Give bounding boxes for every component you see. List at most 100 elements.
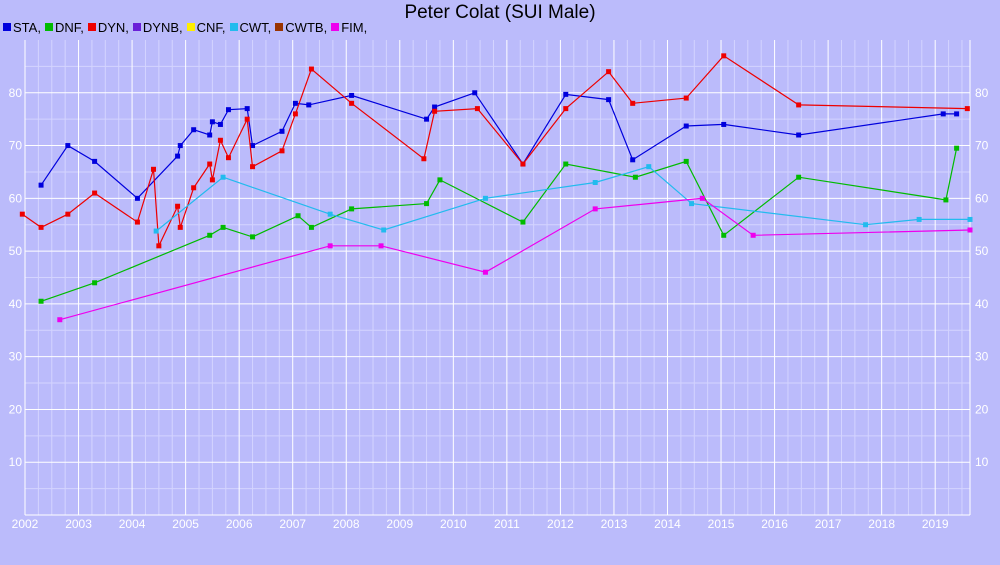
data-point-dnf	[563, 161, 569, 167]
data-point-sta	[606, 97, 612, 103]
y-tick-label-left: 50	[9, 244, 23, 258]
data-point-sta	[279, 128, 285, 134]
data-point-sta	[630, 157, 636, 163]
data-point-sta	[954, 111, 960, 117]
data-point-sta	[225, 107, 231, 113]
grid-lines	[24, 40, 971, 516]
data-point-dyn	[175, 203, 181, 209]
data-point-dyn	[209, 177, 215, 183]
data-point-sta	[796, 132, 802, 138]
data-point-dyn	[432, 108, 438, 114]
data-point-cwt	[153, 228, 159, 234]
data-point-dyn	[150, 166, 156, 172]
x-tick-label: 2019	[922, 517, 949, 531]
y-tick-label-right: 40	[975, 297, 989, 311]
data-point-fim	[967, 227, 973, 233]
data-point-dyn	[292, 111, 298, 117]
data-point-sta	[65, 143, 71, 149]
series-dyn	[19, 53, 970, 249]
legend-label: DYN,	[97, 19, 129, 35]
data-point-sta	[563, 91, 569, 97]
data-point-sta	[38, 182, 44, 188]
legend-swatch	[186, 23, 195, 31]
legend-label: CWTB,	[285, 19, 328, 35]
y-tick-label-right: 70	[975, 139, 989, 153]
data-point-dyn	[563, 106, 569, 112]
y-tick-label-left: 80	[9, 86, 23, 100]
x-tick-label: 2016	[761, 517, 788, 531]
series-cwt	[153, 164, 973, 234]
y-tick-label-left: 30	[9, 350, 23, 364]
y-tick-label-right: 10	[975, 455, 989, 469]
data-point-dnf	[796, 174, 802, 180]
x-tick-label: 2018	[868, 517, 895, 531]
data-point-dyn	[19, 211, 25, 217]
data-point-dyn	[683, 95, 689, 101]
x-tick-label: 2007	[279, 517, 306, 531]
data-point-dyn	[520, 161, 526, 167]
data-point-cwt	[916, 216, 922, 222]
x-tick-label: 2013	[601, 517, 628, 531]
legend-label: CWT,	[239, 19, 272, 35]
data-point-dyn	[308, 66, 314, 72]
x-tick-label: 2010	[440, 517, 467, 531]
y-tick-label-left: 40	[9, 297, 23, 311]
data-point-dyn	[606, 69, 612, 75]
data-point-cwt	[689, 201, 695, 207]
data-point-dnf	[632, 174, 638, 180]
legend-item: FIM,	[331, 20, 367, 35]
data-point-fim	[378, 243, 384, 249]
legend-label: DYNB,	[142, 19, 183, 35]
legend-swatch	[3, 23, 11, 31]
data-point-fim	[57, 317, 63, 323]
legend-item: DYN,	[87, 19, 129, 35]
x-tick-label: 2004	[119, 517, 146, 531]
data-point-dnf	[683, 158, 689, 164]
data-point-cwt	[482, 195, 488, 201]
data-point-cwt	[646, 164, 652, 170]
legend-item: DYNB,	[132, 19, 183, 35]
data-point-sta	[292, 100, 298, 106]
data-point-dnf	[92, 280, 98, 286]
data-point-dnf	[38, 298, 44, 304]
legend-item: CNF,	[186, 20, 226, 35]
data-point-sta	[472, 90, 478, 96]
data-point-sta	[217, 121, 223, 127]
data-point-dyn	[156, 243, 162, 249]
series-line-fim	[59, 197, 971, 321]
legend-label: DNF,	[54, 19, 84, 35]
data-point-dyn	[630, 100, 636, 106]
data-point-dyn	[474, 106, 480, 112]
data-point-cwt	[327, 211, 333, 217]
data-point-sta	[191, 127, 197, 133]
legend-label: STA,	[13, 19, 41, 35]
data-point-sta	[134, 195, 140, 201]
y-tick-label-right: 60	[975, 191, 989, 205]
x-tick-label: 2009	[386, 517, 413, 531]
x-tick-label: 2011	[494, 517, 520, 531]
data-point-fim	[482, 269, 488, 275]
series-lines	[19, 53, 973, 323]
data-point-dyn	[38, 224, 44, 230]
data-point-sta	[250, 143, 256, 149]
series-dnf	[38, 145, 960, 304]
axis-tick-labels: 2002 2003 2004 2005 2006 2007 2008 2009 2010 2011…	[9, 86, 989, 531]
chart-legend: STA, DNF, DYN, DYNB, CNF, CWT, CWTB, FIM,	[3, 19, 371, 35]
y-tick-label-left: 70	[9, 139, 23, 153]
data-point-sta	[424, 116, 430, 122]
chart-title: Peter Colat (SUI Male)	[404, 2, 596, 23]
data-point-sta	[721, 121, 727, 127]
data-point-cwt	[381, 227, 387, 233]
data-point-dyn	[349, 100, 355, 106]
legend-swatch	[87, 23, 96, 31]
data-point-sta	[432, 104, 438, 110]
x-tick-label: 2008	[333, 517, 360, 531]
x-tick-label: 2012	[547, 517, 574, 531]
data-point-sta	[175, 153, 181, 159]
legend-label: FIM,	[341, 19, 368, 35]
data-point-dnf	[207, 232, 213, 238]
data-point-cwt	[220, 174, 226, 180]
data-point-dyn	[92, 190, 98, 196]
legend-item: STA,	[3, 20, 41, 35]
